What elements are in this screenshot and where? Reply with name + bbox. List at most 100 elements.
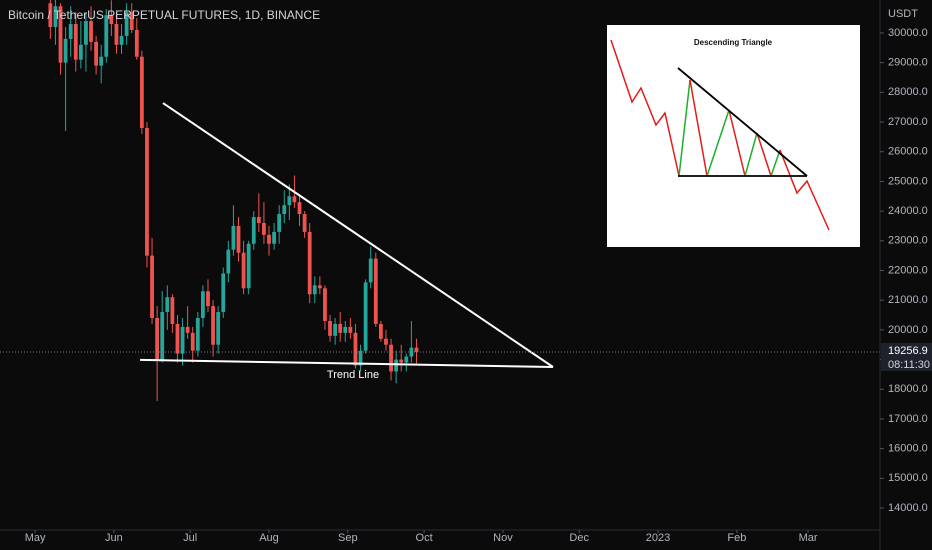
candle-body: [373, 258, 378, 324]
candle-body: [124, 12, 129, 36]
candle-body: [109, 15, 114, 25]
candle-body: [58, 6, 63, 63]
symbol-title: Bitcoin / TetherUS PERPETUAL FUTURES, 1D…: [8, 8, 320, 22]
inset-red-line: [728, 109, 746, 177]
x-tick-label: Aug: [259, 532, 279, 544]
inset-red-line: [610, 39, 680, 177]
candle-body: [231, 225, 236, 250]
candle-body: [256, 217, 261, 223]
candle-body: [190, 332, 195, 351]
candle-body: [73, 24, 78, 60]
y-tick-label: 26000.0: [888, 146, 928, 158]
candle-body: [170, 297, 175, 324]
candle-body: [134, 29, 139, 57]
candle-body: [89, 21, 93, 42]
inset-green-line: [770, 149, 781, 177]
candle-body: [414, 347, 419, 352]
inset-red-line: [756, 132, 772, 177]
inset-background: [607, 25, 860, 247]
candle-body: [384, 338, 388, 345]
candle-body: [150, 255, 154, 318]
candle-body: [292, 196, 297, 203]
candle-body: [175, 323, 180, 354]
candle-body: [241, 252, 246, 289]
candle-body: [287, 196, 292, 206]
y-tick-label: 16000.0: [888, 443, 928, 455]
y-tick-label: 25000.0: [888, 175, 928, 187]
y-tick-label: 23000.0: [888, 235, 928, 247]
inset-red-line: [779, 149, 830, 231]
y-tick-label: 20000.0: [888, 324, 928, 336]
candle-body: [251, 217, 256, 244]
candle-body: [63, 38, 68, 63]
candle-body: [78, 44, 83, 60]
candle-body: [84, 21, 88, 45]
plot-area: [0, 0, 880, 402]
candle-body: [236, 225, 241, 253]
x-tick-label: Nov: [493, 532, 513, 544]
y-tick-label: 14000.0: [888, 502, 928, 514]
candle-body: [180, 326, 185, 354]
x-tick-label: Mar: [799, 532, 818, 544]
price-tag: [881, 342, 932, 371]
candle-body: [160, 312, 165, 360]
candle-body: [155, 318, 160, 360]
candle-body: [267, 234, 271, 244]
candle-body: [211, 306, 215, 345]
currency-label: USDT: [888, 8, 918, 20]
candle-body: [277, 214, 282, 232]
y-tick-label: 22000.0: [888, 264, 928, 276]
candle-body: [53, 6, 58, 28]
trend-line: [162, 102, 554, 368]
candle-body: [195, 318, 200, 351]
trend-line: [140, 358, 554, 368]
inset-green-line: [678, 79, 691, 177]
y-tick-label: 17000.0: [888, 413, 928, 425]
candle-body: [317, 285, 322, 289]
inset-title: Descending Triangle: [694, 38, 773, 47]
annotation: Trend Line: [327, 369, 379, 381]
candle-body: [104, 15, 109, 57]
inset-resistance: [677, 67, 808, 177]
candle-body: [399, 359, 404, 363]
inset-green-line: [706, 109, 730, 177]
x-tick-label: Sep: [338, 532, 358, 544]
y-tick-label: 18000.0: [888, 383, 928, 395]
candle-body: [48, 3, 53, 28]
x-tick-label: Oct: [416, 532, 433, 544]
candle-body: [246, 243, 251, 289]
current-price-label: 19256.9: [888, 345, 928, 357]
inset-diagram: Descending Triangle: [607, 25, 860, 247]
candle-body: [333, 323, 338, 336]
candle-body: [282, 205, 287, 215]
candle-body: [201, 291, 205, 318]
candle-body: [323, 288, 327, 321]
candle-body: [99, 56, 104, 66]
candle-body: [394, 359, 399, 372]
y-tick-label: 30000.0: [888, 27, 928, 39]
candle-body: [139, 56, 144, 128]
x-tick-label: Jul: [183, 532, 197, 544]
y-tick-label: 15000.0: [888, 472, 928, 484]
candle-body: [216, 312, 221, 345]
candle-body: [114, 24, 119, 45]
candle-body: [185, 326, 190, 333]
candle-body: [312, 285, 317, 295]
y-tick-label: 21000.0: [888, 294, 928, 306]
candle-body: [226, 249, 231, 274]
candle-body: [297, 202, 302, 215]
candle-body: [165, 297, 170, 313]
candle-body: [307, 231, 312, 295]
countdown-label: 08:11:30: [888, 359, 930, 371]
candle-body: [94, 41, 99, 66]
x-tick-label: 2023: [646, 532, 670, 544]
candle-body: [262, 222, 266, 235]
x-tick-label: Feb: [727, 532, 746, 544]
inset-red-line: [689, 79, 708, 177]
candle-body: [389, 344, 393, 372]
x-tick-label: May: [25, 532, 46, 544]
candle-body: [328, 320, 332, 336]
candle-body: [358, 350, 363, 366]
candle-body: [353, 332, 358, 366]
